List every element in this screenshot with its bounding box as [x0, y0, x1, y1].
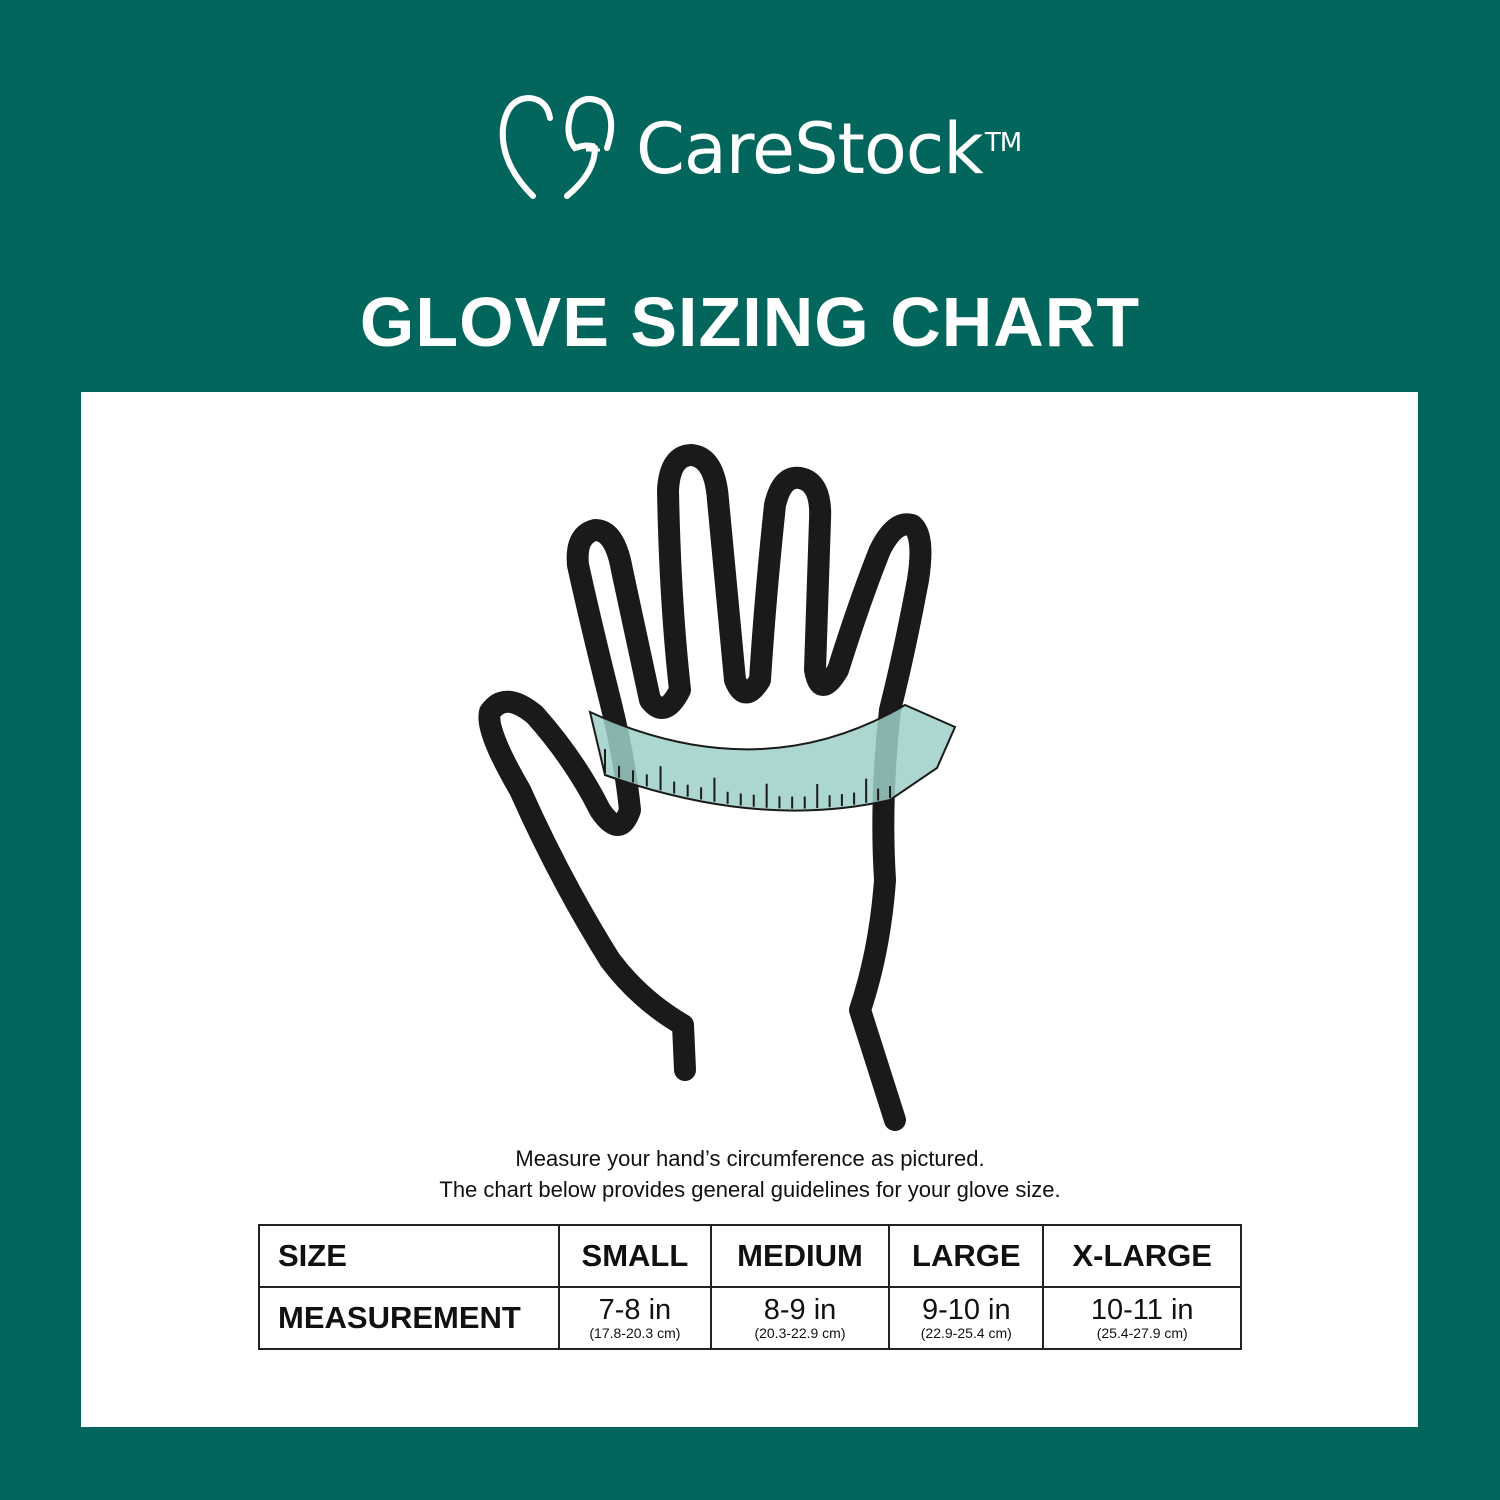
brand-name: CareStockTM — [636, 108, 1022, 190]
row-header-size: SIZE — [258, 1224, 560, 1288]
tape-ticks — [604, 749, 891, 809]
inches: 9-10 in — [921, 1294, 1011, 1326]
hand-outline — [478, 444, 932, 1131]
instruction-line-1: Measure your hand’s circumference as pic… — [515, 1146, 985, 1171]
size-medium: MEDIUM — [709, 1224, 891, 1288]
table-row-measurement: MEASUREMENT 7-8 in (17.8-20.3 cm) 8-9 in(… — [258, 1286, 1242, 1350]
row-header-measurement: MEASUREMENT — [258, 1286, 560, 1350]
size-xlarge: X-LARGE — [1042, 1224, 1242, 1288]
table-row-size: SIZE SMALL MEDIUM LARGE X-LARGE — [258, 1224, 1242, 1288]
measurement-medium: 8-9 in (20.3-22.9 cm) — [709, 1286, 891, 1350]
instructions: Measure your hand’s circumference as pic… — [0, 1143, 1500, 1205]
inches: 10-11 in — [1090, 1294, 1194, 1326]
size-small: SMALL — [558, 1224, 712, 1288]
inches: 8-9 in — [763, 1294, 837, 1326]
measurement-small: 7-8 in (17.8-20.3 cm) — [558, 1286, 712, 1350]
sizing-table: SIZE SMALL MEDIUM LARGE X-LARGE MEASUREM… — [258, 1224, 1242, 1350]
centimeters: (20.3-22.9 cm) — [754, 1325, 846, 1341]
measurement-xlarge: 10-11 in (25.4-27.9 cm) — [1042, 1286, 1242, 1350]
instruction-line-2: The chart below provides general guideli… — [439, 1177, 1061, 1202]
centimeters: (25.4-27.9 cm) — [1096, 1325, 1188, 1341]
centimeters: (22.9-25.4 cm) — [920, 1325, 1012, 1341]
measuring-tape — [588, 703, 957, 812]
measurement-large: 9-10 in (22.9-25.4 cm) — [888, 1286, 1045, 1350]
trademark: TM — [984, 128, 1022, 158]
inches: 7-8 in — [598, 1294, 672, 1326]
size-large: LARGE — [888, 1224, 1045, 1288]
page-title: GLOVE SIZING CHART — [359, 283, 1141, 361]
heart-plus-logo-icon — [499, 94, 615, 199]
centimeters: (17.8-20.3 cm) — [589, 1325, 681, 1341]
